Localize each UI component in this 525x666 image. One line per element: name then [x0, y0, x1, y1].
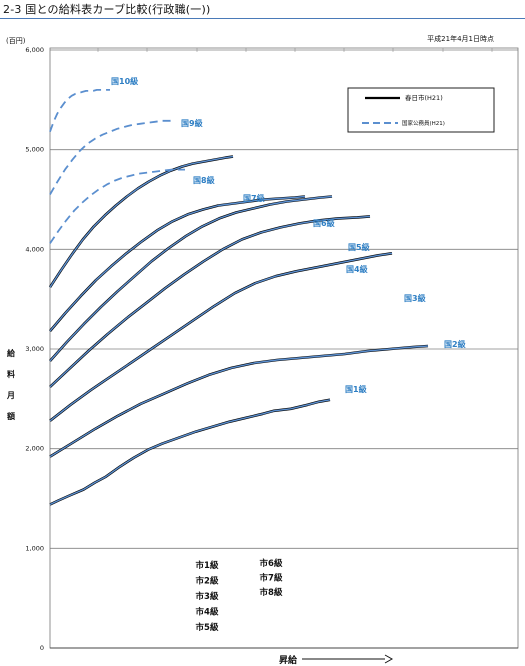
national-series-line-4	[49, 215, 371, 388]
city-series-line-2	[49, 344, 429, 458]
national-series-line-6	[49, 195, 306, 332]
series-label-1: 国1級	[345, 384, 367, 394]
city-grade-label-5: 市5級	[196, 622, 219, 633]
national-series-line-3	[49, 252, 393, 422]
y-tick-label-1000: 1,000	[25, 544, 44, 552]
date-note: 平成21年4月1日時点	[427, 34, 494, 43]
page-title: 2-3 国との給料表カーブ比較(行政職(一))	[3, 3, 211, 16]
y-axis-label-char-3: 額	[6, 411, 15, 421]
grid-layer	[50, 48, 518, 549]
series-label-8: 国8級	[193, 175, 215, 185]
city-grade-label-1: 市1級	[196, 560, 219, 571]
city-series-line-3	[49, 252, 393, 422]
city-series-line-1	[49, 398, 331, 506]
legend-label-national: 国家公務員(H21)	[402, 119, 445, 127]
series-label-7: 国7級	[243, 193, 265, 203]
series-label-3: 国3級	[404, 293, 426, 303]
legend-label-city: 春日市(H21)	[405, 93, 443, 102]
y-tick-label-2000: 2,000	[25, 445, 44, 453]
y-axis-label-char-2: 月	[6, 391, 15, 400]
y-tick-label-5000: 5,000	[25, 146, 44, 154]
axis-layer: 0 1,000 2,000 3,000 4,000 5,000 6,000	[25, 46, 519, 652]
national-series-line-9	[49, 118, 176, 195]
national-series-line-5	[49, 195, 333, 362]
label-layer: 国1級 国2級 国3級 国4級 国5級 国6級 国7級 国8級 国9級 国10級	[111, 76, 466, 394]
city-grade-label-3: 市3級	[196, 591, 219, 602]
city-grade-label-6: 市6級	[260, 558, 283, 569]
national-series-line-10	[49, 89, 110, 133]
y-tick-label-3000: 3,000	[25, 345, 44, 353]
legend-box	[347, 87, 495, 133]
city-grade-label-7: 市7級	[260, 573, 283, 584]
y-axis-label-char-0: 給	[7, 348, 16, 358]
national-series-line-1	[49, 399, 331, 506]
city-series-line-4	[49, 215, 371, 388]
series-label-5: 国5級	[348, 242, 370, 252]
city-series-line-5	[49, 195, 333, 362]
y-tick-label-0: 0	[40, 644, 44, 652]
y-axis-label-char-1: 料	[7, 369, 15, 379]
national-series-line-7	[49, 155, 234, 288]
city-series-line-6	[49, 195, 306, 332]
series-layer	[48, 89, 429, 506]
series-label-2: 国2級	[444, 339, 466, 349]
city-grade-label-4: 市4級	[196, 607, 219, 618]
series-label-9: 国9級	[181, 118, 203, 128]
y-tick-label-4000: 4,000	[25, 245, 44, 253]
legend: 春日市(H21) 国家公務員(H21)	[347, 87, 495, 133]
x-axis-label: 昇給	[279, 654, 298, 666]
title-divider	[0, 18, 525, 19]
national-series-line-8	[49, 168, 185, 244]
city-grade-label-2: 市2級	[196, 576, 219, 587]
series-label-6: 国6級	[313, 218, 335, 228]
x-axis-arrow-head	[384, 654, 394, 664]
series-label-10: 国10級	[111, 76, 138, 86]
y-unit-label: (百円)	[6, 37, 26, 45]
series-label-4: 国4級	[346, 264, 368, 274]
city-grade-label-8: 市8級	[260, 587, 283, 598]
national-series-line-2	[49, 345, 429, 458]
y-tick-label-6000: 6,000	[25, 46, 44, 54]
